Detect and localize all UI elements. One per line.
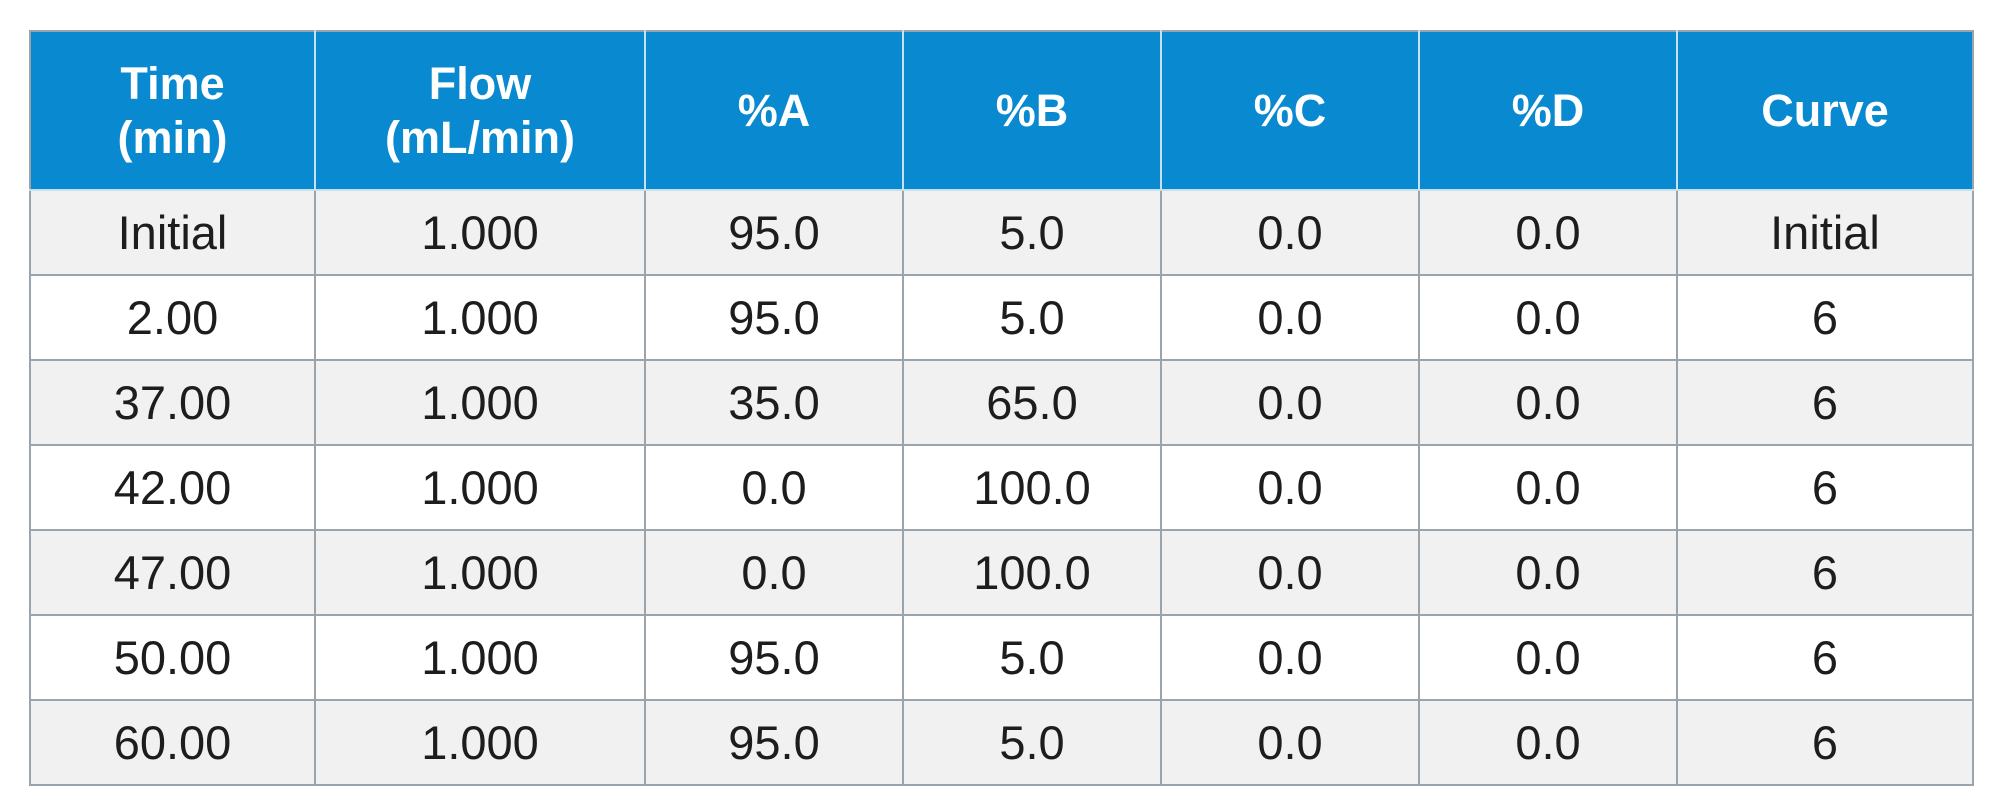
header-percent-a: %A xyxy=(644,30,904,191)
cell-percent-c: 0.0 xyxy=(1160,699,1420,786)
cell-percent-d: 0.0 xyxy=(1418,699,1678,786)
cell-percent-b: 5.0 xyxy=(902,699,1162,786)
header-percent-b-label: %B xyxy=(995,84,1069,136)
cell-curve: 6 xyxy=(1676,359,1974,446)
cell-flow: 1.000 xyxy=(314,614,646,701)
cell-percent-a: 95.0 xyxy=(644,699,904,786)
header-row: Time (min) Flow (mL/min) %A %B %C %D xyxy=(29,30,1974,191)
cell-percent-a: 95.0 xyxy=(644,189,904,276)
cell-time: 2.00 xyxy=(29,274,316,361)
cell-percent-c: 0.0 xyxy=(1160,274,1420,361)
cell-flow: 1.000 xyxy=(314,274,646,361)
cell-flow: 1.000 xyxy=(314,444,646,531)
cell-curve: 6 xyxy=(1676,444,1974,531)
cell-time: 37.00 xyxy=(29,359,316,446)
cell-flow: 1.000 xyxy=(314,699,646,786)
table-row: 42.00 1.000 0.0 100.0 0.0 0.0 6 xyxy=(29,444,1974,531)
cell-percent-c: 0.0 xyxy=(1160,189,1420,276)
table-row: 2.00 1.000 95.0 5.0 0.0 0.0 6 xyxy=(29,274,1974,361)
header-flow-unit: (mL/min) xyxy=(385,111,575,163)
cell-time: Initial xyxy=(29,189,316,276)
cell-percent-d: 0.0 xyxy=(1418,189,1678,276)
cell-percent-b: 100.0 xyxy=(902,444,1162,531)
table-body: Initial 1.000 95.0 5.0 0.0 0.0 Initial 2… xyxy=(29,189,1974,786)
header-percent-c: %C xyxy=(1160,30,1420,191)
cell-percent-c: 0.0 xyxy=(1160,444,1420,531)
cell-time: 42.00 xyxy=(29,444,316,531)
header-flow: Flow (mL/min) xyxy=(314,30,646,191)
cell-flow: 1.000 xyxy=(314,529,646,616)
table-row: 50.00 1.000 95.0 5.0 0.0 0.0 6 xyxy=(29,614,1974,701)
header-flow-label: Flow xyxy=(428,57,532,109)
header-time: Time (min) xyxy=(29,30,316,191)
header-percent-b: %B xyxy=(902,30,1162,191)
header-time-unit: (min) xyxy=(117,111,228,163)
cell-percent-d: 0.0 xyxy=(1418,529,1678,616)
cell-percent-c: 0.0 xyxy=(1160,359,1420,446)
cell-percent-b: 5.0 xyxy=(902,614,1162,701)
cell-curve: 6 xyxy=(1676,614,1974,701)
gradient-table: Time (min) Flow (mL/min) %A %B %C %D xyxy=(29,30,1974,786)
table-row: 47.00 1.000 0.0 100.0 0.0 0.0 6 xyxy=(29,529,1974,616)
header-curve-label: Curve xyxy=(1761,84,1889,136)
cell-curve: 6 xyxy=(1676,529,1974,616)
cell-percent-d: 0.0 xyxy=(1418,444,1678,531)
header-percent-d-label: %D xyxy=(1511,84,1585,136)
cell-percent-d: 0.0 xyxy=(1418,614,1678,701)
cell-percent-c: 0.0 xyxy=(1160,529,1420,616)
cell-percent-c: 0.0 xyxy=(1160,614,1420,701)
cell-percent-d: 0.0 xyxy=(1418,274,1678,361)
table-row: 37.00 1.000 35.0 65.0 0.0 0.0 6 xyxy=(29,359,1974,446)
cell-curve: 6 xyxy=(1676,274,1974,361)
cell-percent-a: 95.0 xyxy=(644,274,904,361)
cell-flow: 1.000 xyxy=(314,359,646,446)
cell-percent-d: 0.0 xyxy=(1418,359,1678,446)
table-header: Time (min) Flow (mL/min) %A %B %C %D xyxy=(29,30,1974,191)
cell-flow: 1.000 xyxy=(314,189,646,276)
cell-percent-b: 100.0 xyxy=(902,529,1162,616)
cell-percent-a: 35.0 xyxy=(644,359,904,446)
cell-percent-b: 5.0 xyxy=(902,274,1162,361)
cell-percent-b: 65.0 xyxy=(902,359,1162,446)
gradient-table-container: Time (min) Flow (mL/min) %A %B %C %D xyxy=(29,30,1974,786)
header-curve: Curve xyxy=(1676,30,1974,191)
cell-curve: Initial xyxy=(1676,189,1974,276)
cell-time: 60.00 xyxy=(29,699,316,786)
table-row: 60.00 1.000 95.0 5.0 0.0 0.0 6 xyxy=(29,699,1974,786)
table-row: Initial 1.000 95.0 5.0 0.0 0.0 Initial xyxy=(29,189,1974,276)
cell-percent-b: 5.0 xyxy=(902,189,1162,276)
cell-time: 50.00 xyxy=(29,614,316,701)
cell-time: 47.00 xyxy=(29,529,316,616)
header-time-label: Time xyxy=(120,57,225,109)
header-percent-c-label: %C xyxy=(1253,84,1327,136)
header-percent-d: %D xyxy=(1418,30,1678,191)
cell-percent-a: 0.0 xyxy=(644,444,904,531)
header-percent-a-label: %A xyxy=(737,84,811,136)
cell-percent-a: 95.0 xyxy=(644,614,904,701)
cell-percent-a: 0.0 xyxy=(644,529,904,616)
cell-curve: 6 xyxy=(1676,699,1974,786)
